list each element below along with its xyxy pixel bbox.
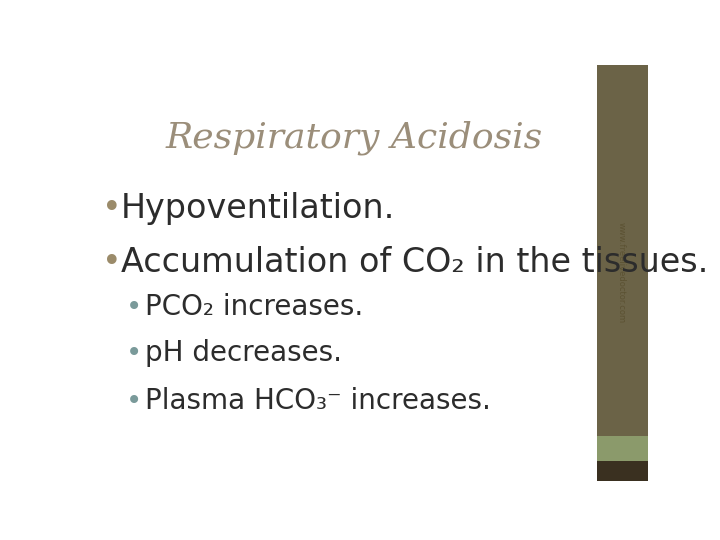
Text: Accumulation of CO₂ in the tissues.: Accumulation of CO₂ in the tissues. — [121, 246, 708, 279]
Bar — [597, 436, 648, 462]
Text: www.freelivedoctor.com: www.freelivedoctor.com — [617, 222, 626, 323]
Text: Plasma HCO₃⁻ increases.: Plasma HCO₃⁻ increases. — [145, 387, 490, 415]
Text: •: • — [126, 294, 143, 321]
Text: •: • — [126, 339, 143, 367]
Text: Respiratory Acidosis: Respiratory Acidosis — [166, 121, 542, 156]
Bar — [597, 461, 648, 481]
Text: Hypoventilation.: Hypoventilation. — [121, 192, 395, 225]
Text: •: • — [102, 192, 122, 225]
Text: •: • — [126, 387, 143, 415]
Text: pH decreases.: pH decreases. — [145, 339, 342, 367]
Text: •: • — [102, 246, 122, 279]
Bar — [597, 65, 648, 437]
Text: PCO₂ increases.: PCO₂ increases. — [145, 294, 363, 321]
